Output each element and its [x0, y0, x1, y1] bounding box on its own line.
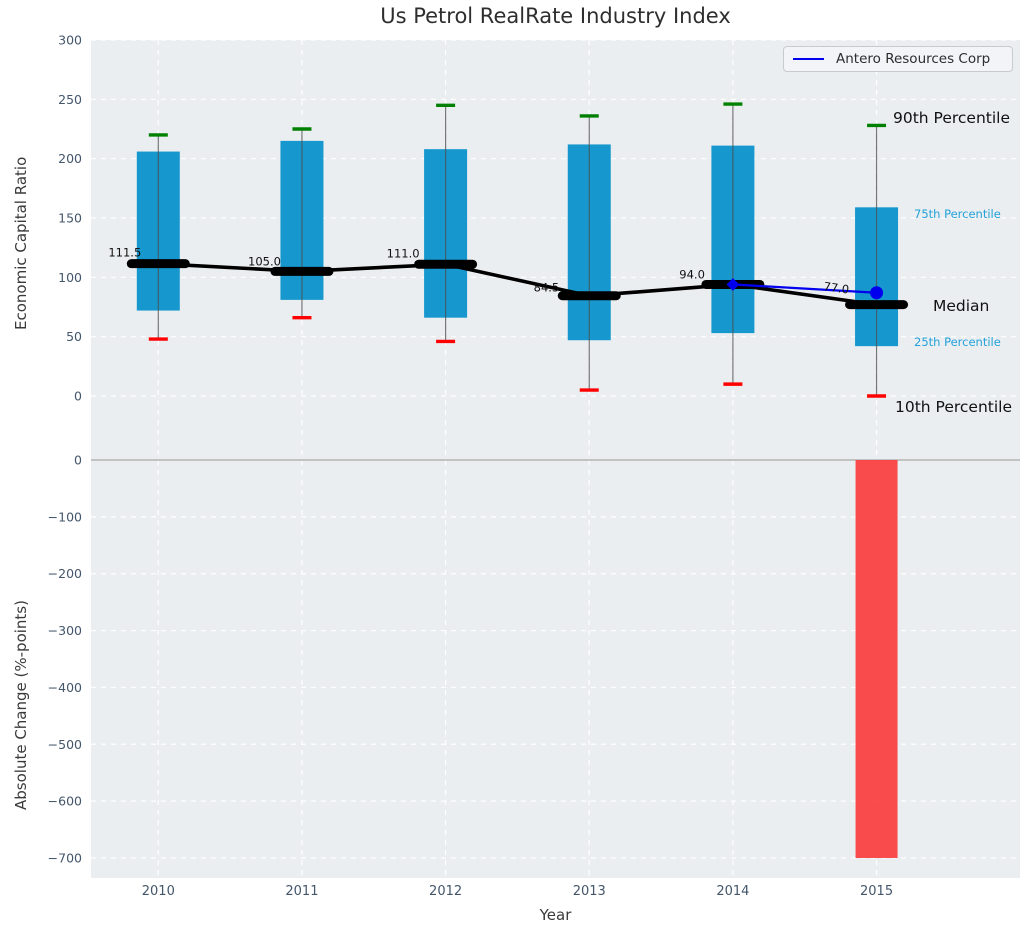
ytick-label-top: 150 [58, 211, 82, 226]
ytick-label-bottom: 0 [74, 453, 82, 468]
x-axis-label: Year [539, 906, 572, 924]
median-value-label: 111.0 [387, 246, 420, 260]
company-line [732, 283, 877, 294]
change-bar [855, 460, 898, 858]
legend-box: Antero Resources Corp [783, 46, 1013, 72]
annotation-90th-percentile: 90th Percentile [893, 109, 1011, 127]
xtick-label: 2013 [573, 884, 606, 899]
company-dot-marker [870, 286, 884, 300]
legend-line-sample-icon [793, 58, 824, 60]
median-bar [414, 259, 478, 269]
ytick-label-top: 50 [66, 329, 82, 344]
ytick-label-bottom: −300 [48, 623, 82, 638]
annotation-median: Median [933, 297, 990, 315]
chart-title: Us Petrol RealRate Industry Index [380, 4, 731, 28]
annotation-75th-percentile: 75th Percentile [914, 207, 1001, 221]
xtick-label: 2011 [285, 884, 318, 899]
ytick-label-top: 0 [74, 389, 82, 404]
median-bar [126, 259, 190, 269]
xtick-label: 2010 [142, 884, 175, 899]
ytick-label-bottom: −500 [48, 737, 82, 752]
median-value-label: 84.5 [534, 281, 560, 295]
ytick-label-bottom: −600 [48, 794, 82, 809]
median-bar [270, 266, 334, 276]
ytick-label-bottom: −200 [48, 566, 82, 581]
annotation-25th-percentile: 25th Percentile [914, 335, 1001, 349]
xtick-label: 2015 [860, 884, 893, 899]
ytick-label-bottom: −700 [48, 850, 82, 865]
ytick-label-bottom: −100 [48, 509, 82, 524]
median-value-label: 111.5 [108, 246, 141, 260]
median-bar [557, 291, 621, 301]
ytick-label-top: 300 [58, 33, 82, 48]
ytick-label-bottom: −400 [48, 680, 82, 695]
annotation-10th-percentile: 10th Percentile [895, 398, 1013, 416]
median-bar [845, 300, 909, 310]
median-value-label: 94.0 [679, 267, 705, 281]
legend-label: Antero Resources Corp [836, 51, 991, 67]
ytick-label-top: 100 [58, 270, 82, 285]
ytick-label-top: 200 [58, 151, 82, 166]
median-value-label: 77.0 [823, 279, 850, 296]
median-value-label: 105.0 [248, 254, 281, 268]
xtick-label: 2012 [429, 884, 462, 899]
xtick-label: 2014 [716, 884, 749, 899]
ytick-label-top: 250 [58, 92, 82, 107]
